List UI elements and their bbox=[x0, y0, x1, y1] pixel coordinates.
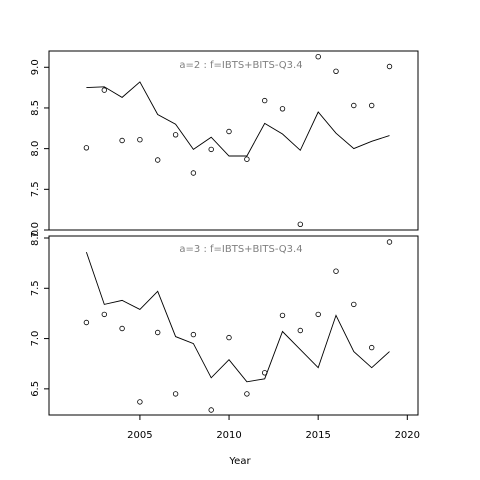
x-axis-label: Year bbox=[228, 456, 251, 467]
panel-bottom-observed-point bbox=[172, 391, 179, 397]
panel-bottom-observed-point bbox=[101, 311, 107, 318]
panel-bottom-observed-point bbox=[154, 329, 161, 336]
panel-top-fitted-line bbox=[86, 81, 390, 157]
panel-bottom-x-tick-label: 2020 bbox=[395, 430, 420, 441]
panel-bottom-observed-point bbox=[190, 331, 197, 338]
panel-top-observed-point bbox=[386, 63, 393, 70]
panel-bottom-observed-point bbox=[333, 268, 339, 274]
panel-bottom-observed-point bbox=[119, 325, 125, 332]
panel-top-observed-point bbox=[262, 97, 268, 104]
panel-top-title: a=2 : f=IBTS+BITS-Q3.4 bbox=[179, 60, 302, 71]
panel-bottom-observed-point bbox=[262, 370, 268, 376]
panel-bottom-fitted-line bbox=[85, 251, 390, 383]
panel-top-observed-point bbox=[297, 221, 303, 227]
panel-bottom-observed-point bbox=[297, 327, 303, 334]
panel-bottom-x-tick-label: 2010 bbox=[216, 430, 241, 441]
panel-bottom-y-tick-label: 7.5 bbox=[30, 280, 41, 296]
panel-top-observed-point bbox=[119, 137, 125, 144]
panel-top-observed-point bbox=[154, 157, 161, 163]
panel-top-y-tick-label: 8.0 bbox=[30, 141, 41, 157]
panel-top-y-tick-label: 7.5 bbox=[30, 181, 41, 197]
panel-bottom-y-tick-label: 6.5 bbox=[30, 381, 41, 397]
panel-bottom-observed-point bbox=[369, 344, 375, 351]
panel-top-observed-point bbox=[279, 106, 286, 112]
panel-bottom-observed-point bbox=[386, 239, 393, 245]
panel-bottom-observed-point bbox=[226, 334, 232, 341]
panel-bottom-frame bbox=[48, 235, 419, 416]
panel-top-observed-point bbox=[351, 102, 357, 109]
panel-top-observed-point bbox=[226, 128, 232, 135]
panel-bottom-observed-point bbox=[315, 311, 321, 318]
panel-bottom-observed-point bbox=[244, 391, 250, 397]
panel-top-observed-point bbox=[83, 145, 90, 151]
panel-bottom-observed-point bbox=[208, 407, 214, 413]
panel-bottom-observed-point bbox=[83, 319, 90, 326]
panel-top-observed-point bbox=[333, 68, 339, 74]
panel-bottom-observed-point bbox=[137, 399, 143, 405]
panel-bottom-y-tick-label: 7.0 bbox=[30, 331, 41, 347]
panel-top-y-tick-label: 7.0 bbox=[30, 222, 41, 238]
panel-top-observed-point bbox=[244, 156, 250, 162]
panel-top-observed-point bbox=[315, 54, 321, 60]
panel-top: a=2 : f=IBTS+BITS-Q3.4 7.0 7.5 8.0 8.5 9.0 bbox=[30, 50, 419, 238]
panel-bottom-x-tick-label: 2015 bbox=[305, 430, 330, 441]
panel-top-frame bbox=[48, 50, 419, 231]
panel-top-observed-point bbox=[101, 87, 107, 93]
panel-bottom-observed-point bbox=[279, 312, 286, 319]
panel-top-observed-point bbox=[137, 136, 143, 143]
panel-bottom-x-tick-label: 2005 bbox=[127, 430, 152, 441]
panel-bottom-observed-point bbox=[351, 301, 357, 308]
panel-top-observed-point bbox=[190, 170, 197, 176]
panel-top-observed-point bbox=[208, 146, 214, 153]
panel-top-y-tick-label: 9.0 bbox=[30, 59, 41, 75]
panel-bottom-y-tick-label: 8.0 bbox=[30, 230, 41, 246]
panel-bottom-title: a=3 : f=IBTS+BITS-Q3.4 bbox=[179, 244, 302, 255]
panel-top-y-tick-label: 8.5 bbox=[30, 100, 41, 116]
panel-bottom: a=3 : f=IBTS+BITS-Q3.4 6.5 7.0 7.5 8.0 2005 2… bbox=[30, 230, 420, 441]
panel-top-observed-point bbox=[172, 132, 179, 138]
panel-top-observed-point bbox=[369, 102, 375, 109]
